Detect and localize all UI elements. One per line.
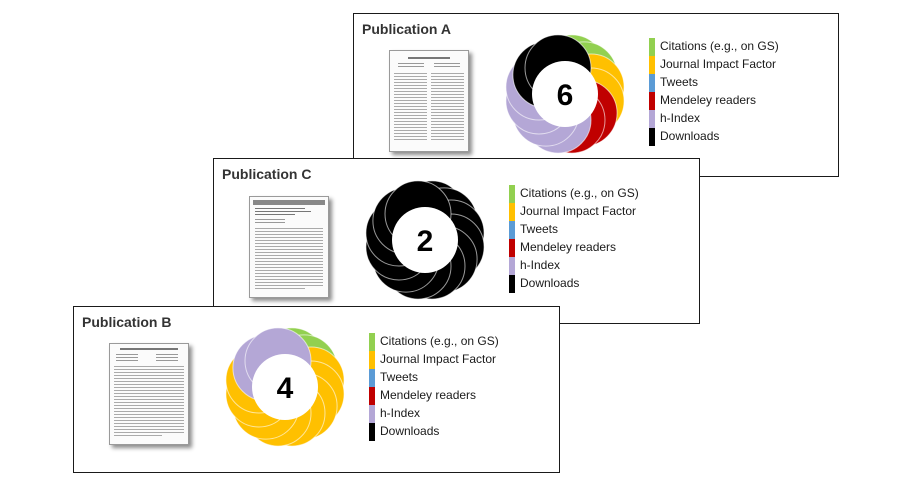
legend-swatch [509, 257, 515, 275]
publication-card-a: Publication A [353, 13, 839, 177]
legend-swatch [369, 405, 375, 423]
legend-label: h-Index [520, 258, 561, 272]
legend-swatch [509, 221, 515, 239]
donut-center [392, 207, 458, 273]
paper-text-lines [394, 57, 464, 140]
legend-swatch [649, 92, 655, 110]
legend-label: Tweets [660, 75, 699, 89]
paper-thumbnail [249, 196, 329, 298]
altmetric-donut: 6 [505, 34, 625, 154]
donut-center [532, 61, 598, 127]
legend-swatch [509, 275, 515, 293]
altmetric-donut: 2 [365, 180, 485, 300]
paper-thumbnail [389, 50, 469, 152]
legend-swatch [649, 110, 655, 128]
publication-card-b: Publication B 4 Citations (e.g., on GS) … [73, 306, 560, 473]
legend-label: Journal Impact Factor [660, 57, 777, 71]
legend-label: Citations (e.g., on GS) [660, 39, 779, 53]
paper-text-lines [253, 200, 325, 289]
legend-label: Citations (e.g., on GS) [520, 186, 639, 200]
legend-swatch [649, 74, 655, 92]
publication-title: Publication A [362, 21, 451, 37]
donut-score: 6 [557, 79, 574, 112]
legend-swatch [369, 351, 375, 369]
legend-label: Mendeley readers [660, 93, 757, 107]
paper-thumbnail [109, 343, 189, 445]
donut-score: 4 [277, 372, 294, 405]
legend-label: Mendeley readers [380, 388, 477, 402]
publication-title: Publication C [222, 166, 312, 182]
legend-swatch [649, 38, 655, 56]
legend-label: Citations (e.g., on GS) [380, 334, 499, 348]
legend-label: h-Index [660, 111, 701, 125]
legend-swatch [509, 185, 515, 203]
legend-swatch [369, 333, 375, 351]
legend-swatch [509, 239, 515, 257]
legend-label: Downloads [520, 276, 580, 290]
legend-label: Journal Impact Factor [380, 352, 497, 366]
legend-swatch [369, 369, 375, 387]
donut-center [252, 354, 318, 420]
legend-label: Journal Impact Factor [520, 204, 637, 218]
publication-title: Publication B [82, 314, 172, 330]
legend-label: Mendeley readers [520, 240, 617, 254]
legend-label: Downloads [660, 129, 720, 143]
legend-swatch [649, 128, 655, 146]
legend-label: Tweets [380, 370, 419, 384]
paper-text-lines [114, 348, 184, 436]
donut-score: 2 [417, 225, 434, 258]
legend-label: Downloads [380, 424, 440, 438]
legend-label: Tweets [520, 222, 559, 236]
legend-swatch [369, 387, 375, 405]
legend-swatch [649, 56, 655, 74]
publication-card-c: Publication C 2 Citations (e.g., on GS) … [213, 158, 700, 324]
legend-label: h-Index [380, 406, 421, 420]
legend-swatch [369, 423, 375, 441]
legend-swatch [509, 203, 515, 221]
altmetric-donut: 4 [225, 327, 345, 447]
